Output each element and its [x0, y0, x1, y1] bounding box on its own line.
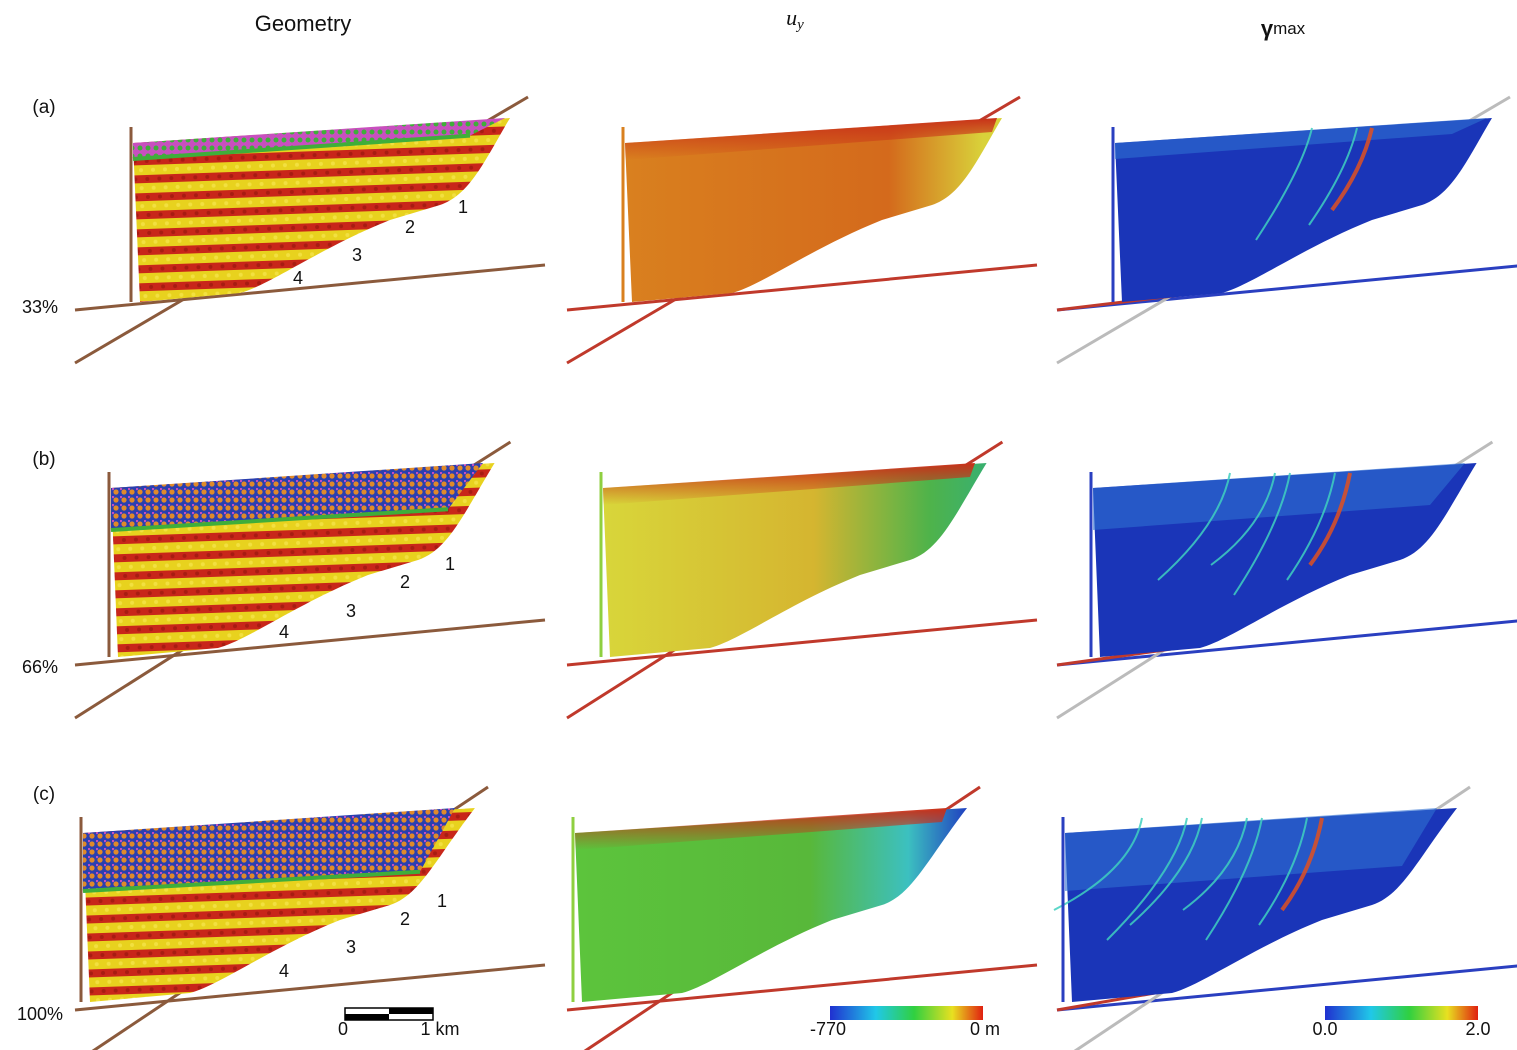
- fault-label: 4: [279, 961, 289, 981]
- colorbar-max: 0 m: [970, 1019, 1000, 1039]
- colorbar: -770 0 m: [810, 1006, 1000, 1039]
- subscript: max: [1273, 19, 1306, 38]
- colorbar-min: -770: [810, 1019, 846, 1039]
- scale-bar: 0 1 km: [338, 1008, 460, 1039]
- fault-label: 2: [400, 909, 410, 929]
- progress-label: 33%: [22, 297, 58, 317]
- column-title: Geometry: [255, 11, 352, 36]
- colorbar-max: 2.0: [1465, 1019, 1490, 1039]
- fault-label: 4: [279, 622, 289, 642]
- scale-end: 1 km: [420, 1019, 459, 1039]
- subscript: y: [795, 17, 804, 33]
- fault-label: 1: [445, 554, 455, 574]
- progress-label: 100%: [17, 1004, 63, 1024]
- fault-label: 3: [352, 245, 362, 265]
- row-label: (a): [32, 97, 55, 118]
- fault-label: 3: [346, 937, 356, 957]
- panels: [75, 97, 1517, 1050]
- fault-label: 3: [346, 601, 356, 621]
- fault-label: 1: [458, 197, 468, 217]
- scale-start: 0: [338, 1019, 348, 1039]
- column-title: γmax: [1261, 16, 1306, 41]
- row-label: (c): [33, 784, 55, 805]
- progress-label: 66%: [22, 657, 58, 677]
- column-title: uy: [786, 5, 804, 33]
- colorbar-min: 0.0: [1312, 1019, 1337, 1039]
- fault-label: 2: [400, 572, 410, 592]
- symbol: u: [786, 5, 797, 30]
- fault-label: 4: [293, 268, 303, 288]
- colorbar: 0.0 2.0: [1312, 1006, 1490, 1039]
- fault-label: 1: [437, 891, 447, 911]
- figure: Geometry uy γmax (a) (b) (c) 33% 66% 100…: [0, 0, 1517, 1050]
- fault-label: 2: [405, 217, 415, 237]
- row-label: (b): [32, 449, 55, 470]
- symbol: γ: [1261, 16, 1274, 41]
